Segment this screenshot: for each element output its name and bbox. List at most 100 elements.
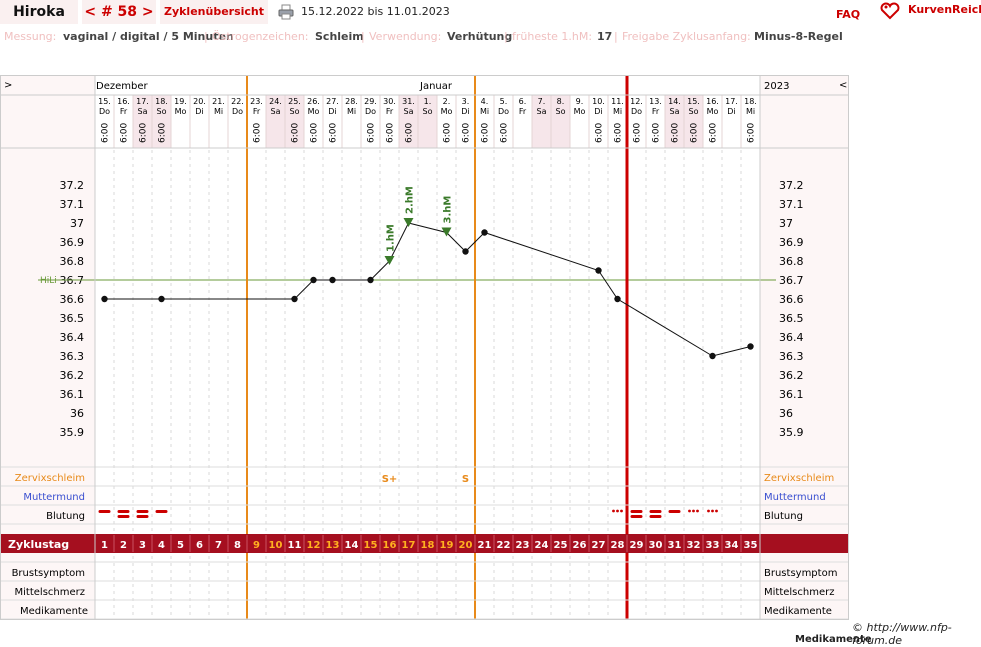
month-dec: Dezember <box>96 81 148 92</box>
day-date: 2. <box>443 97 451 106</box>
user-name: Hiroka <box>0 0 78 24</box>
temperature-points <box>101 229 754 360</box>
y-axis-left: 37.237.13736.936.836.736.636.536.436.336… <box>60 179 85 439</box>
y-tick-label: 37.2 <box>779 179 804 192</box>
day-date: 5. <box>500 97 508 106</box>
day-weekday: Di <box>328 107 336 116</box>
y-tick-label: 36.8 <box>60 255 85 268</box>
bleeding-bar <box>136 515 149 518</box>
day-weekday: Sa <box>404 107 414 116</box>
cycle-day-number: 27 <box>592 540 606 551</box>
day-headers: 15.Do6:0016.Fr6:0017.Sa6:0018.So6:0019.M… <box>98 97 757 143</box>
day-weekday: Mi <box>214 107 223 116</box>
mucus-mark: S <box>462 474 469 485</box>
info-key: früheste 1.hM: <box>512 30 593 43</box>
cycle-day-number: 10 <box>269 540 283 551</box>
y-tick-label: 37.2 <box>60 179 85 192</box>
day-weekday: Di <box>594 107 602 116</box>
day-weekday: Fr <box>652 107 660 116</box>
bleeding-spot <box>692 509 695 513</box>
y-tick-label: 36.9 <box>60 236 85 249</box>
day-weekday: Mo <box>308 107 320 116</box>
y-tick-label: 36.3 <box>60 350 85 363</box>
cycle-nav[interactable]: < # 58 > <box>82 0 156 24</box>
day-weekday: Mi <box>347 107 356 116</box>
cycle-day-number: 3 <box>139 540 146 551</box>
day-weekday: Mo <box>175 107 187 116</box>
cycle-day-number: 29 <box>630 540 644 551</box>
y-tick-label: 36.8 <box>779 255 804 268</box>
cycle-day-number: 33 <box>706 540 720 551</box>
day-time: 6:00 <box>443 123 453 143</box>
heart-logo-icon <box>880 2 900 20</box>
day-weekday: Mo <box>441 107 453 116</box>
day-date: 17. <box>136 97 149 106</box>
weekend-header-shade <box>399 95 418 148</box>
day-date: 17. <box>725 97 738 106</box>
info-value: Minus-8-Regel <box>754 30 843 43</box>
day-date: 18. <box>155 97 168 106</box>
row-label-mittel-right: Mittelschmerz <box>764 587 834 598</box>
y-tick-label: 37 <box>779 217 793 230</box>
day-time: 6:00 <box>614 123 624 143</box>
day-time: 6:00 <box>652 123 662 143</box>
date-range: 15.12.2022 bis 11.01.2023 <box>301 5 450 18</box>
bleeding-bar <box>630 510 643 513</box>
day-weekday: So <box>290 107 300 116</box>
day-time: 6:00 <box>671 123 681 143</box>
info-line: Messung: vaginal / digital / 5 Minuten |… <box>0 30 981 44</box>
bleeding-spot <box>616 509 619 513</box>
month-jan: Januar <box>419 81 453 92</box>
mucus-mark: S+ <box>382 474 398 485</box>
day-date: 1. <box>424 97 432 106</box>
day-weekday: Fr <box>386 107 394 116</box>
bleeding-bar <box>630 515 643 518</box>
bleeding-bar <box>117 510 130 513</box>
row-label-zervix-right: Zervixschleim <box>764 473 834 484</box>
bleeding-bar <box>649 510 662 513</box>
row-label-medi: Medikamente <box>20 606 88 617</box>
y-tick-label: 36.7 <box>779 274 804 287</box>
cycle-day-number: 12 <box>307 540 321 551</box>
day-date: 8. <box>557 97 565 106</box>
bleeding-spot <box>715 509 718 513</box>
year-label: 2023 <box>764 81 789 92</box>
y-tick-label: 36.2 <box>779 369 804 382</box>
day-weekday: Do <box>232 107 243 116</box>
hm-triangle <box>384 256 395 265</box>
cycle-day-number: 5 <box>177 540 184 551</box>
header-bar: Hiroka < # 58 > Zyklenübersicht 15.12.20… <box>0 0 981 24</box>
cycle-day-number: 15 <box>364 540 378 551</box>
printer-icon[interactable] <box>278 4 294 20</box>
cycle-day-number: 18 <box>421 540 435 551</box>
y-tick-label: 36.6 <box>60 293 85 306</box>
bleeding-spot <box>612 509 615 513</box>
day-weekday: Sa <box>670 107 680 116</box>
row-label-zervix: Zervixschleim <box>15 473 85 484</box>
right-arrow[interactable]: < <box>839 80 847 91</box>
cycle-day-numbers: 1 2 3 4 5 6 7 8 9 10 11 12 13 14 15 16 17 18 19 20 21 22 23 24 2… <box>101 535 757 552</box>
day-date: 31. <box>402 97 415 106</box>
cervical-mucus-marks: S+ S <box>382 474 469 485</box>
temperature-point <box>709 352 716 360</box>
cycle-day-number: 25 <box>554 540 568 551</box>
cycle-day-number: 31 <box>668 540 682 551</box>
day-date: 15. <box>687 97 700 106</box>
temperature-point <box>595 267 602 274</box>
day-weekday: Fr <box>519 107 527 116</box>
cycle-overview-link[interactable]: Zyklenübersicht <box>160 0 268 24</box>
hm-markers: 1.hM 2.hM 3.hM <box>384 186 454 265</box>
faq-link[interactable]: FAQ <box>836 8 861 21</box>
y-tick-label: 36.6 <box>779 293 804 306</box>
info-value: Verhütung <box>447 30 513 43</box>
day-time: 6:00 <box>367 123 377 143</box>
temperature-point <box>614 295 621 303</box>
cycle-day-number: 9 <box>253 540 260 551</box>
left-arrow[interactable]: > <box>4 80 12 91</box>
temperature-point <box>101 295 108 303</box>
day-time: 6:00 <box>690 123 700 143</box>
day-time: 6:00 <box>633 123 643 143</box>
weekend-header-shade <box>532 95 551 148</box>
day-weekday: Do <box>365 107 376 116</box>
